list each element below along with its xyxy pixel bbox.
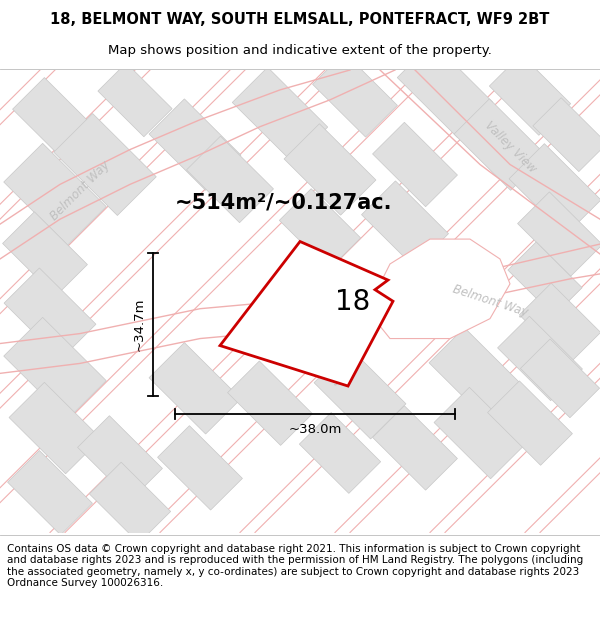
Polygon shape <box>89 462 170 543</box>
Text: Belmont Way: Belmont Way <box>451 283 529 319</box>
Polygon shape <box>429 328 521 419</box>
Polygon shape <box>518 192 600 276</box>
Polygon shape <box>488 381 572 465</box>
Polygon shape <box>284 124 376 215</box>
Polygon shape <box>314 348 406 439</box>
Polygon shape <box>2 212 88 296</box>
Polygon shape <box>520 283 600 364</box>
Polygon shape <box>220 241 393 386</box>
Text: ~514m²/~0.127ac.: ~514m²/~0.127ac. <box>175 193 392 213</box>
Polygon shape <box>187 136 274 222</box>
Polygon shape <box>434 388 526 479</box>
Polygon shape <box>508 242 582 316</box>
Polygon shape <box>4 318 106 419</box>
Polygon shape <box>373 406 457 490</box>
Polygon shape <box>362 181 448 268</box>
Polygon shape <box>227 361 313 446</box>
Text: ~34.7m: ~34.7m <box>133 298 146 351</box>
Polygon shape <box>232 68 328 162</box>
Polygon shape <box>9 382 101 474</box>
Polygon shape <box>313 52 397 137</box>
Text: Valley View: Valley View <box>482 119 538 176</box>
Text: Contains OS data © Crown copyright and database right 2021. This information is : Contains OS data © Crown copyright and d… <box>7 544 583 588</box>
Polygon shape <box>533 98 600 172</box>
Polygon shape <box>4 143 106 246</box>
Polygon shape <box>13 78 97 162</box>
Text: ~38.0m: ~38.0m <box>289 423 341 436</box>
Polygon shape <box>158 426 242 510</box>
Text: 18, BELMONT WAY, SOUTH ELMSALL, PONTEFRACT, WF9 2BT: 18, BELMONT WAY, SOUTH ELMSALL, PONTEFRA… <box>50 12 550 27</box>
Polygon shape <box>4 268 96 359</box>
Polygon shape <box>454 99 546 190</box>
Polygon shape <box>520 339 599 418</box>
Text: Belmont Way: Belmont Way <box>47 158 112 222</box>
Polygon shape <box>149 342 241 434</box>
Polygon shape <box>280 189 361 269</box>
Polygon shape <box>490 54 571 135</box>
Text: 18: 18 <box>335 288 370 316</box>
Polygon shape <box>299 412 380 493</box>
Polygon shape <box>509 144 600 235</box>
Polygon shape <box>375 239 510 339</box>
Text: Belmont Way: Belmont Way <box>266 351 344 387</box>
Polygon shape <box>497 316 583 401</box>
Polygon shape <box>77 416 163 500</box>
Polygon shape <box>98 63 172 137</box>
Polygon shape <box>397 42 493 138</box>
Polygon shape <box>54 114 156 216</box>
Polygon shape <box>8 451 92 535</box>
Polygon shape <box>149 99 241 190</box>
Polygon shape <box>373 122 457 207</box>
Text: Map shows position and indicative extent of the property.: Map shows position and indicative extent… <box>108 44 492 57</box>
